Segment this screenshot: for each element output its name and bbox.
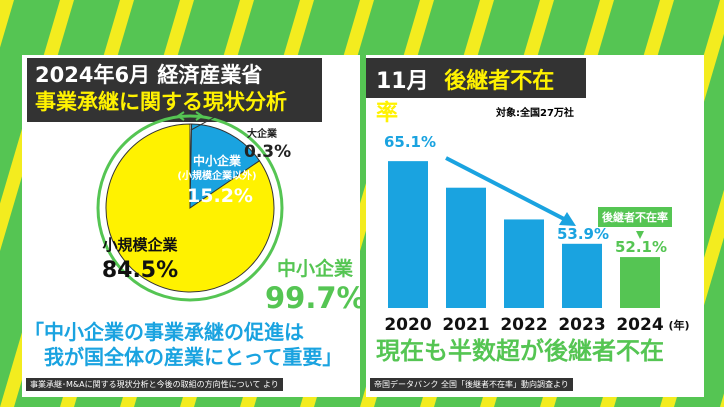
right-title-month: 11月: [376, 69, 429, 94]
year-label-2020: 2020: [384, 315, 431, 335]
year-label-2022: 2022: [500, 315, 547, 335]
conclusion-text: 現在も半数超が後継者不在: [376, 337, 664, 365]
year-label-2023: 2023: [558, 315, 605, 335]
sme-ring: [96, 114, 284, 302]
year-label-2021: 2021: [442, 315, 489, 335]
bar-2020: [388, 161, 428, 308]
pie-slice: [189, 123, 261, 209]
sme-total-label: 中小企業: [277, 258, 354, 280]
stripe: [720, 393, 724, 407]
pie-chart: 大企業 0.3%中小企業(小規模企業以外) 15.2% 小規模企業 84.5%: [96, 105, 291, 302]
year-label-2024: 2024: [616, 315, 663, 335]
left-title-line1: 2024年6月 経済産業省: [35, 63, 263, 87]
left-title-box: 2024年6月 経済産業省 事業承継に関する現状分析: [27, 58, 322, 122]
year-unit-label: (年): [668, 318, 689, 332]
ring-arrow-right: [195, 111, 204, 121]
large-company-value: 0.3%: [244, 142, 291, 162]
left-source: 事業承継･M&Aに関する現状分析と今後の取組の方向性について より: [26, 378, 283, 391]
trend-arrowhead: [559, 212, 576, 226]
right-source: 帝国データバンク 全国「後継者不在率」動向調査より: [370, 378, 573, 391]
sme-value: 15.2%: [187, 185, 253, 207]
large-company-label: 大企業: [247, 127, 278, 140]
callout-label: 後継者不在率: [598, 207, 672, 227]
bar-2022: [504, 219, 544, 308]
bar-2024: [620, 257, 660, 308]
trend-arrow: [445, 156, 567, 222]
small-company-label: 小規模企業: [102, 236, 178, 254]
sme-label: 中小企業: [193, 153, 242, 168]
callout-pointer: [636, 231, 644, 239]
sme-total-value: 99.7%: [265, 281, 366, 315]
small-company-value: 84.5%: [102, 258, 178, 283]
stripe: [0, 0, 14, 48]
pie-slice: [105, 123, 275, 293]
left-panel: 2024年6月 経済産業省 事業承継に関する現状分析 大企業 0.3% 中小企業 (小…: [22, 55, 366, 397]
leader-line: [190, 105, 236, 131]
data-label-2024: 52.1%: [615, 238, 667, 256]
bar-2021: [446, 187, 486, 308]
data-label-2020: 65.1%: [384, 133, 436, 151]
ring-arrow-left: [176, 111, 185, 121]
quote-line2: 我が国全体の産業にとって重要」: [24, 345, 343, 369]
right-subtitle: 対象:全国27万社: [496, 108, 574, 119]
right-title-main: 後継者不在率: [376, 69, 555, 126]
right-panel: 11月 後継者不在率 対象:全国27万社 2020 65.1% 2021 2022 20…: [366, 55, 704, 397]
sme-sublabel: (小規模企業以外): [177, 169, 256, 182]
quote-line1: 「中小企業の事業承継の促進は: [24, 320, 304, 344]
bar-chart: 2020 65.1% 2021 2022 2023 53.9% 2024 52.1% (年): [384, 133, 690, 335]
data-label-2023: 53.9%: [557, 225, 609, 243]
left-title-line2: 事業承継に関する現状分析: [35, 90, 287, 114]
right-title-box: 11月 後継者不在率: [366, 58, 586, 126]
bar-2023: [562, 243, 602, 308]
